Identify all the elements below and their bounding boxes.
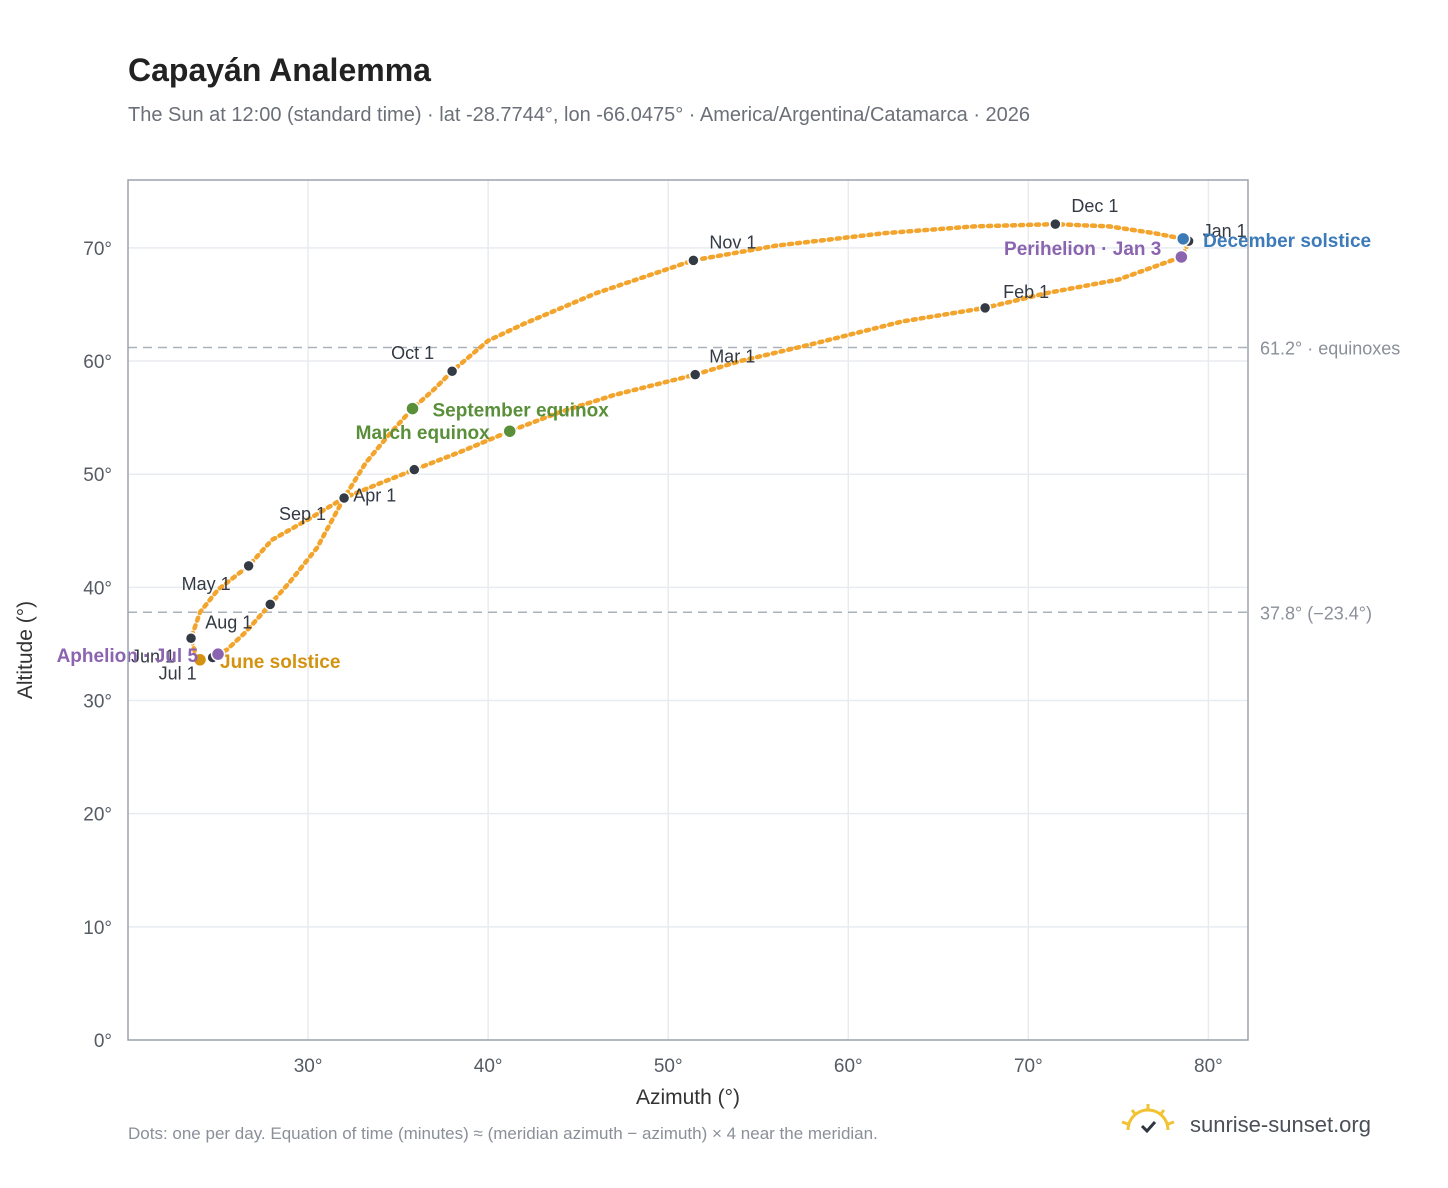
x-tick-label: 30°: [294, 1056, 323, 1077]
grid-layer: [128, 180, 1248, 1041]
month-label: Aug 1: [205, 612, 252, 632]
month-label: Jan 1: [1203, 221, 1247, 241]
special-point-label: June solstice: [220, 652, 340, 673]
month-label: Jun 1: [131, 646, 175, 666]
y-tick-label: 20°: [83, 805, 112, 826]
x-axis-label: Azimuth (°): [636, 1086, 740, 1109]
analemma-dots: [188, 221, 1191, 663]
reference-lines: 61.2° · equinoxes 37.8° (−23.4°): [128, 338, 1400, 623]
special-points: December solstice Perihelion · Jan 3 Septe…: [57, 231, 1372, 673]
month-label: Feb 1: [1003, 282, 1049, 302]
reference-line-label: 37.8° (−23.4°): [1260, 603, 1372, 623]
month-marker: [688, 368, 702, 381]
month-label: Sep 1: [279, 504, 326, 524]
y-tick-label: 10°: [83, 918, 112, 939]
x-tick-label: 80°: [1194, 1056, 1223, 1077]
y-tick-label: 60°: [83, 352, 112, 373]
brand[interactable]: sunrise-sunset.org: [1120, 1100, 1410, 1150]
x-tick-label: 60°: [834, 1056, 863, 1077]
month-marker: [337, 491, 351, 505]
month-marker: [978, 301, 992, 315]
y-tick-label: 70°: [83, 239, 112, 260]
special-point: [210, 646, 226, 662]
month-marker: [264, 598, 277, 611]
month-label: Oct 1: [391, 343, 434, 363]
y-tick-label: 0°: [94, 1031, 112, 1052]
month-marker: [408, 463, 421, 476]
brand-name[interactable]: sunrise-sunset.org: [1190, 1112, 1371, 1137]
x-tick-label: 50°: [654, 1056, 683, 1077]
chart-title: Capayán Analemma: [128, 52, 431, 88]
special-point: [1174, 249, 1189, 265]
special-point: [192, 652, 208, 668]
month-marker: [1049, 217, 1062, 231]
y-tick-label: 40°: [83, 578, 112, 599]
x-tick-label: 70°: [1014, 1056, 1043, 1077]
month-marker: [445, 364, 459, 378]
x-tick-label: 40°: [474, 1056, 503, 1077]
footnote: Dots: one per day. Equation of time (min…: [128, 1124, 878, 1143]
month-marker: [184, 632, 198, 645]
sun-logo-icon: [1121, 1104, 1175, 1134]
plot-frame: [127, 179, 1249, 1041]
month-marker: [687, 254, 700, 267]
special-point-label: December solstice: [1203, 231, 1371, 252]
month-label: Apr 1: [353, 486, 396, 506]
special-point: [1175, 231, 1191, 247]
month-marker: [242, 559, 255, 573]
special-point: [405, 401, 420, 416]
y-tick-label: 30°: [83, 692, 112, 713]
month-label: Dec 1: [1071, 196, 1118, 216]
y-axis-label: Altitude (°): [14, 601, 37, 699]
analemma-path: [188, 221, 1191, 663]
month-label: May 1: [182, 574, 231, 594]
y-tick-label: 50°: [83, 465, 112, 486]
month-label: Nov 1: [709, 232, 756, 252]
special-point-label: September equinox: [433, 401, 610, 422]
month-label: Mar 1: [709, 347, 755, 367]
chart-subtitle: The Sun at 12:00 (standard time) · lat -…: [128, 104, 1031, 126]
special-point-label: Perihelion · Jan 3: [1004, 239, 1161, 260]
special-point-label: March equinox: [356, 423, 491, 444]
month-label: Jul 1: [159, 664, 197, 684]
special-point: [502, 423, 517, 439]
axes: 30° 40° 50° 60° 70° 80° 0° 10° 20° 30° 40° 50° 60° 70…: [83, 239, 1222, 1077]
reference-line-label: 61.2° · equinoxes: [1260, 338, 1400, 358]
